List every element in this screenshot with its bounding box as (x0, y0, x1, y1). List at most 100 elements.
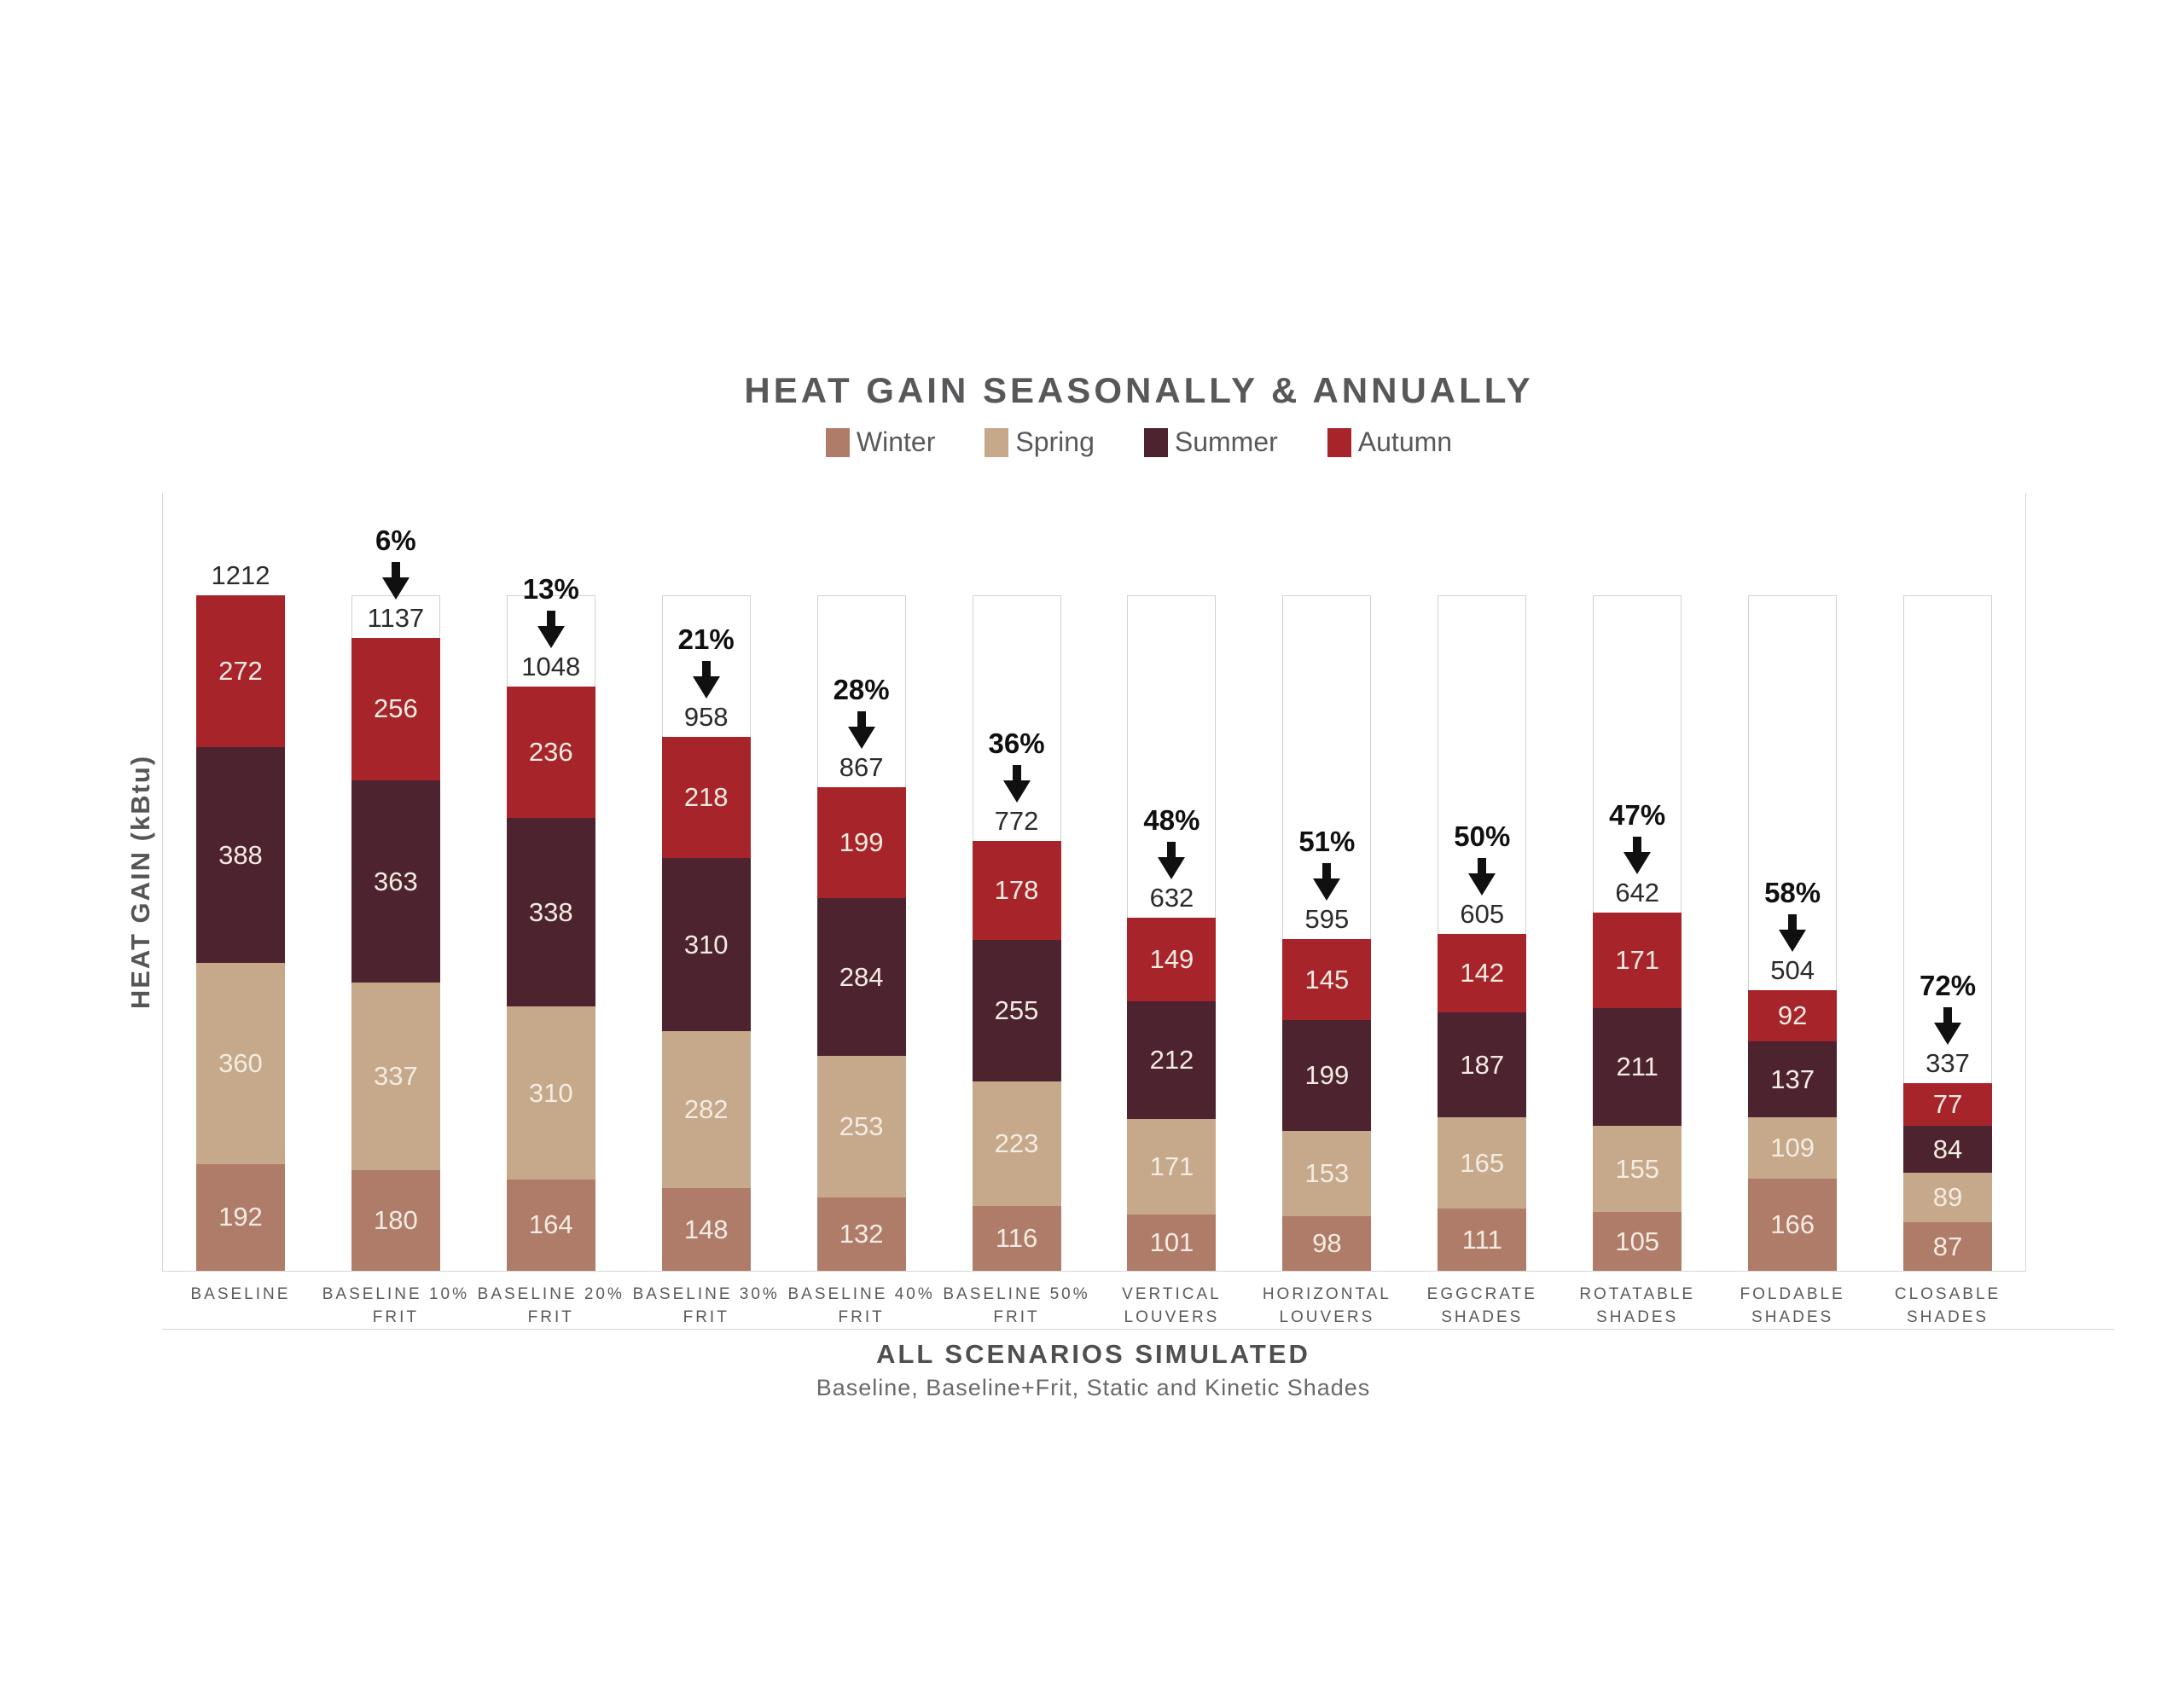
segment-value-label: 116 (995, 1223, 1038, 1254)
bar-segment-summer: 284 (816, 897, 906, 1057)
category-label: BASELINE 30% FRIT (612, 1283, 801, 1329)
x-axis-title: ALL SCENARIOS SIMULATED (876, 1339, 1310, 1369)
category-label: BASELINE 50% FRIT (922, 1283, 1112, 1329)
chart-title: HEAT GAIN SEASONALLY & ANNUALLY (744, 370, 1534, 410)
segment-value-label: 363 (374, 866, 418, 896)
segment-value-label: 337 (374, 1061, 418, 1092)
bar-annotation: 50% 605 (1404, 820, 1560, 929)
legend-swatch-summer (1143, 427, 1168, 457)
down-arrow-icon (1313, 863, 1341, 901)
segment-value-label: 89 (1932, 1182, 1963, 1213)
segment-value-label: 98 (1312, 1227, 1342, 1258)
down-arrow-icon (1934, 1006, 1962, 1045)
segment-value-label: 253 (839, 1111, 884, 1142)
category-label-line: SHADES (1906, 1308, 1989, 1326)
bar-segment-autumn: 77 (1903, 1082, 1993, 1127)
legend-item-summer: Summer (1143, 426, 1278, 458)
reduction-percent-label: 47% (1609, 799, 1666, 832)
bar-annotation: 72% 337 (1870, 970, 2025, 1078)
segment-value-label: 284 (839, 961, 884, 992)
segment-value-label: 165 (1460, 1147, 1505, 1178)
category-label-line: FRIT (372, 1308, 419, 1326)
segment-value-label: 155 (1615, 1153, 1660, 1184)
legend-swatch-spring (985, 427, 1009, 457)
bar-segment-autumn: 236 (506, 687, 595, 819)
segment-value-label: 84 (1932, 1133, 1963, 1164)
category-label-line: LOUVERS (1279, 1308, 1375, 1326)
down-arrow-icon (381, 561, 410, 600)
segment-value-label: 171 (1149, 1151, 1194, 1182)
category-label: BASELINE (146, 1283, 335, 1306)
segment-value-label: 142 (1460, 958, 1505, 988)
legend-swatch-autumn (1327, 427, 1351, 457)
total-value-label: 504 (1770, 954, 1815, 985)
category-label-line: CLOSABLE (1894, 1285, 2001, 1303)
reduction-percent-label: 36% (988, 727, 1045, 759)
axis-separator-line (162, 1329, 2114, 1330)
category-label: FOLDABLE SHADES (1698, 1283, 1887, 1329)
bar-segment-spring: 337 (351, 983, 440, 1171)
total-value-label: 632 (1149, 883, 1194, 913)
category-label-line: SHADES (1441, 1308, 1524, 1326)
down-arrow-icon (1779, 913, 1807, 952)
category-label: HORIZONTAL LOUVERS (1232, 1283, 1421, 1329)
down-arrow-icon (1623, 837, 1652, 875)
category-label-line: BASELINE 30% (632, 1285, 780, 1303)
bar-segment-winter: 192 (195, 1163, 285, 1271)
legend-label: Summer (1174, 426, 1278, 457)
total-value-label: 642 (1615, 878, 1660, 908)
legend-label: Spring (1015, 426, 1095, 457)
category-label: BASELINE 40% FRIT (767, 1283, 956, 1329)
segment-value-label: 360 (218, 1047, 263, 1078)
reduction-percent-label: 28% (833, 673, 890, 705)
bar-segment-summer: 212 (1127, 1000, 1217, 1120)
segment-value-label: 149 (1149, 944, 1194, 975)
segment-value-label: 388 (218, 839, 263, 870)
bar-segment-spring: 165 (1438, 1116, 1527, 1209)
legend-label: Winter (856, 426, 936, 457)
category-label-line: BASELINE 20% (477, 1285, 624, 1303)
reduction-percent-label: 50% (1454, 820, 1511, 852)
total-value-label: 867 (839, 751, 884, 782)
bar-segment-winter: 164 (506, 1179, 595, 1271)
total-value-label: 958 (683, 701, 729, 732)
category-label-line: VERTICAL (1122, 1285, 1222, 1303)
bar-segment-autumn: 149 (1127, 918, 1217, 1001)
bar-segment-summer: 255 (972, 939, 1061, 1082)
category-label-line: FRIT (838, 1308, 885, 1326)
reduction-percent-label: 21% (677, 623, 735, 655)
category-label-line: BASELINE 50% (943, 1285, 1090, 1303)
bar-segment-autumn: 256 (351, 637, 440, 780)
bar-segment-spring: 109 (1748, 1117, 1838, 1179)
segment-value-label: 272 (218, 655, 263, 686)
down-arrow-icon (1468, 857, 1496, 896)
legend-swatch-winter (825, 427, 850, 457)
bar-segment-winter: 180 (351, 1170, 440, 1271)
bar-segment-spring: 282 (661, 1031, 751, 1189)
segment-value-label: 199 (1304, 1059, 1350, 1090)
category-label: EGGCRATE SHADES (1387, 1283, 1577, 1329)
legend: Winter Spring Summer Autumn (162, 426, 2116, 458)
segment-value-label: 218 (683, 782, 729, 813)
y-axis-label: HEAT GAIN (kBtu) (125, 754, 155, 1010)
category-label: CLOSABLE SHADES (1853, 1283, 2042, 1329)
segment-value-label: 192 (218, 1202, 263, 1232)
segment-value-label: 256 (374, 693, 418, 724)
category-label-line: FOLDABLE (1740, 1285, 1845, 1303)
segment-value-label: 178 (994, 874, 1039, 905)
total-value-label: 1048 (521, 652, 581, 682)
segment-value-label: 282 (683, 1094, 729, 1125)
total-value-label: 1212 (211, 560, 270, 590)
segment-value-label: 223 (994, 1128, 1039, 1159)
segment-value-label: 310 (683, 929, 729, 959)
bar-annotation: 28% 867 (784, 673, 939, 782)
category-label-line: FRIT (682, 1308, 729, 1326)
segment-value-label: 199 (839, 826, 884, 857)
down-arrow-icon (1158, 842, 1186, 880)
category-label-line: HORIZONTAL (1262, 1285, 1391, 1303)
bar-segment-winter: 98 (1282, 1215, 1372, 1271)
total-value-label: 772 (994, 805, 1039, 836)
segment-value-label: 212 (1149, 1045, 1194, 1075)
bar-segment-winter: 132 (816, 1197, 906, 1271)
